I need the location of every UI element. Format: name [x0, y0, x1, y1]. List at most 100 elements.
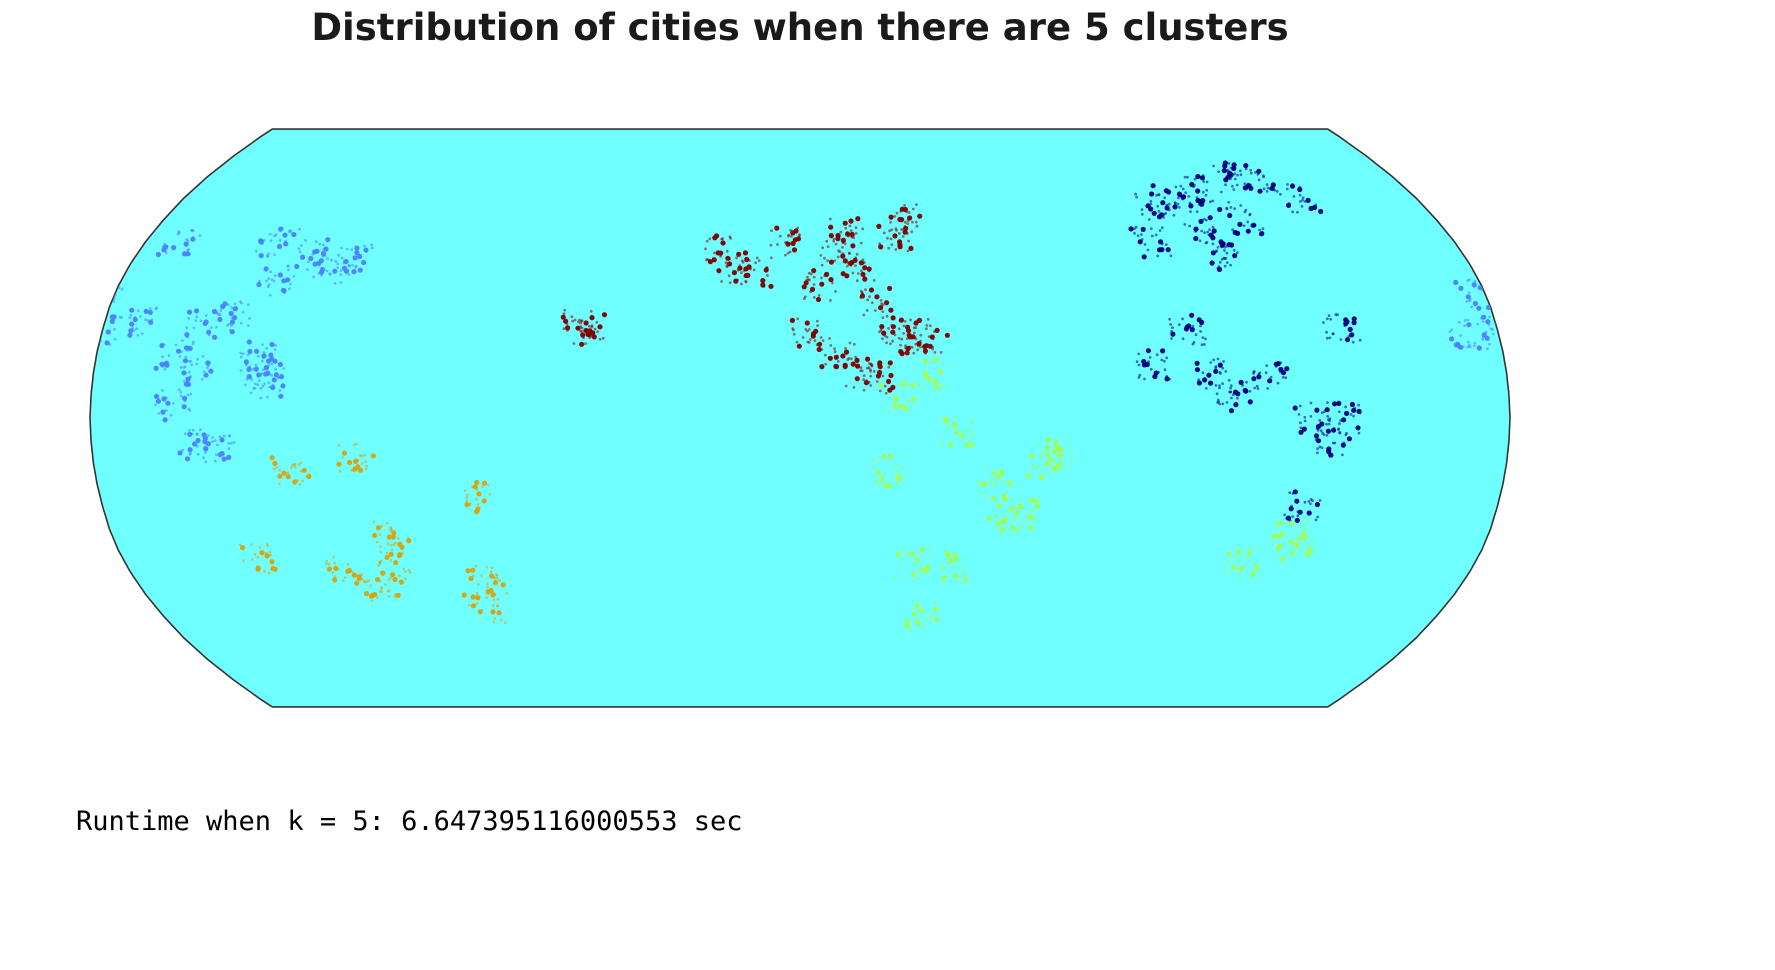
city-point [184, 355, 188, 359]
city-point [736, 251, 742, 257]
city-point [1244, 208, 1248, 212]
city-point [1309, 502, 1312, 506]
city-point [807, 271, 811, 275]
city-point [199, 428, 202, 432]
city-point [1159, 212, 1165, 218]
city-point [1449, 336, 1455, 342]
city-point [378, 580, 382, 583]
city-point [1134, 192, 1137, 196]
city-point [998, 518, 1002, 522]
city-point [868, 287, 875, 293]
city-point [177, 450, 183, 456]
city-point [1238, 566, 1244, 572]
city-point [266, 395, 269, 399]
city-point [1304, 552, 1310, 558]
city-point [740, 282, 743, 286]
city-point [754, 261, 757, 265]
city-point [1286, 183, 1289, 186]
city-point [293, 233, 297, 237]
city-point [899, 383, 903, 387]
city-point [179, 390, 183, 394]
city-point [1268, 187, 1272, 191]
city-point [926, 317, 930, 321]
city-point [837, 249, 840, 253]
city-point [1320, 411, 1324, 414]
city-point [1466, 345, 1470, 349]
city-point [1176, 202, 1180, 206]
city-point [269, 559, 275, 565]
city-point [932, 386, 935, 390]
city-point [728, 257, 731, 261]
city-point [369, 584, 373, 587]
city-point [892, 402, 898, 408]
city-point [925, 324, 929, 327]
city-point [269, 270, 273, 274]
city-point [241, 310, 245, 314]
city-point [849, 231, 855, 238]
city-point [1217, 206, 1223, 213]
city-point [1327, 314, 1331, 317]
city-point [899, 465, 903, 469]
city-point [934, 327, 940, 333]
city-point [939, 373, 943, 376]
city-point [834, 242, 838, 246]
city-point [1229, 166, 1233, 170]
city-point [255, 566, 261, 572]
city-point [1029, 497, 1035, 503]
city-point [1135, 195, 1138, 199]
city-point [301, 467, 307, 473]
city-point [961, 571, 965, 575]
city-point [227, 303, 230, 307]
city-point [215, 325, 218, 329]
city-point [869, 374, 873, 378]
city-point [1039, 451, 1043, 454]
city-point [1306, 510, 1312, 516]
city-point [864, 288, 867, 292]
city-point [1002, 528, 1006, 532]
city-point [868, 295, 871, 299]
city-point [1189, 327, 1195, 333]
city-point [1231, 228, 1234, 232]
city-point [904, 344, 907, 348]
city-point [1157, 209, 1161, 213]
city-point [878, 242, 881, 246]
city-point [826, 245, 830, 249]
city-point [1235, 230, 1241, 236]
city-point [923, 343, 930, 349]
city-point [343, 576, 347, 579]
city-point [238, 543, 242, 547]
city-point [333, 281, 337, 285]
city-point [1209, 361, 1213, 364]
city-point [905, 328, 912, 334]
city-point [816, 324, 819, 327]
city-point [340, 246, 343, 250]
city-point [1284, 366, 1290, 372]
city-point [332, 577, 338, 583]
city-point [352, 469, 356, 473]
city-point [1053, 439, 1059, 445]
city-point [821, 339, 825, 342]
city-point [263, 266, 269, 272]
city-point [878, 484, 881, 488]
city-point [202, 456, 206, 460]
city-point [180, 350, 183, 354]
city-point [1229, 573, 1232, 577]
city-point [1285, 187, 1289, 191]
city-point [330, 258, 333, 262]
city-point [229, 319, 236, 325]
city-point [1137, 376, 1141, 379]
city-point [832, 239, 836, 243]
city-point [881, 374, 885, 378]
city-point [1277, 543, 1283, 549]
city-point [1466, 318, 1469, 322]
city-point [352, 255, 358, 261]
city-point [267, 571, 271, 575]
city-point [1029, 509, 1033, 512]
city-point [1042, 472, 1046, 476]
city-point [227, 322, 231, 326]
city-point [1307, 545, 1311, 548]
city-point [720, 280, 723, 283]
city-point [1325, 330, 1328, 334]
city-point [394, 541, 398, 545]
city-point [323, 254, 327, 258]
